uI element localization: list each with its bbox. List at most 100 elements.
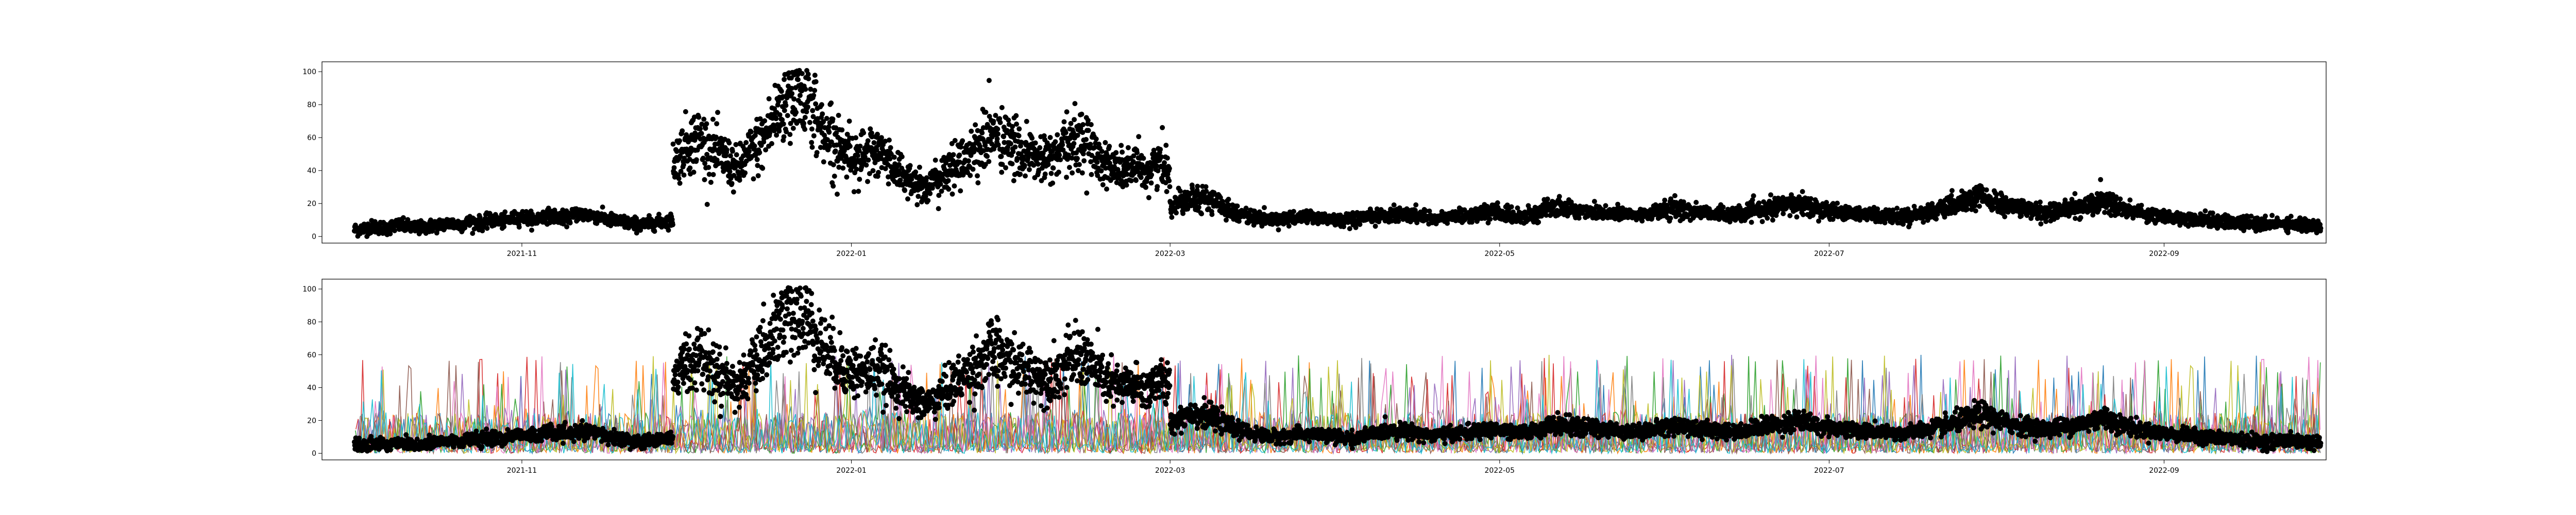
data-point xyxy=(1949,188,1955,194)
data-point xyxy=(710,172,716,177)
data-point xyxy=(946,186,952,192)
data-point xyxy=(1037,145,1043,150)
data-point xyxy=(1509,204,1514,210)
data-point xyxy=(670,141,676,147)
data-point xyxy=(1060,142,1065,148)
data-point xyxy=(724,147,730,152)
data-point xyxy=(795,77,801,82)
data-point xyxy=(865,138,871,144)
data-point xyxy=(826,129,832,135)
data-point xyxy=(986,78,992,83)
data-point xyxy=(704,151,710,157)
data-point xyxy=(1133,178,1139,183)
data-point xyxy=(769,141,774,146)
data-point xyxy=(1146,195,1151,200)
data-point xyxy=(727,169,733,175)
data-point xyxy=(700,156,706,161)
data-point xyxy=(1487,216,1493,222)
data-point xyxy=(1749,219,1754,225)
data-point xyxy=(1209,212,1215,217)
data-point xyxy=(950,191,955,197)
data-point xyxy=(696,114,702,120)
data-point xyxy=(710,116,716,122)
data-point xyxy=(856,188,861,194)
data-point xyxy=(1800,212,1806,217)
data-point xyxy=(698,126,703,132)
data-point xyxy=(1603,203,1608,209)
data-point xyxy=(853,135,859,141)
data-point xyxy=(865,179,870,184)
data-point xyxy=(1081,158,1087,164)
data-point xyxy=(925,198,931,203)
data-point xyxy=(1576,215,1582,221)
data-point xyxy=(1672,193,1677,198)
data-point xyxy=(802,127,808,132)
data-point xyxy=(484,226,490,231)
data-point xyxy=(997,119,1003,125)
data-point xyxy=(897,177,903,183)
data-point xyxy=(876,169,881,175)
data-point xyxy=(671,165,677,170)
data-point xyxy=(814,150,820,156)
data-point xyxy=(1226,197,1231,202)
data-point xyxy=(704,201,710,207)
data-point xyxy=(778,89,784,94)
data-point xyxy=(400,215,406,220)
data-point xyxy=(1023,173,1028,179)
data-point xyxy=(701,116,707,122)
data-point xyxy=(1068,121,1074,126)
data-point xyxy=(1155,184,1160,190)
data-point xyxy=(706,171,712,177)
data-point xyxy=(1196,204,1201,210)
data-point xyxy=(861,130,867,135)
data-point xyxy=(704,121,709,127)
data-point xyxy=(1016,133,1022,139)
data-point xyxy=(791,96,797,102)
data-point xyxy=(847,144,853,149)
data-point xyxy=(1964,207,1970,212)
data-point xyxy=(520,209,526,214)
data-point xyxy=(1128,178,1134,183)
data-point xyxy=(1064,175,1069,180)
data-point xyxy=(1010,149,1016,154)
data-point xyxy=(878,135,884,141)
data-point xyxy=(863,162,869,168)
data-point xyxy=(1099,149,1105,154)
data-point xyxy=(1053,139,1058,145)
data-point xyxy=(1236,218,1242,224)
data-point xyxy=(1693,200,1699,205)
data-point xyxy=(1076,162,1082,167)
data-point xyxy=(1050,165,1056,171)
data-point xyxy=(840,165,846,171)
data-point xyxy=(1391,202,1397,208)
data-point xyxy=(1291,209,1296,214)
data-point xyxy=(810,108,816,113)
data-point xyxy=(1973,208,1978,214)
data-point xyxy=(1800,189,1805,194)
data-point xyxy=(1013,113,1019,118)
data-point xyxy=(1164,189,1170,194)
data-point xyxy=(600,204,605,210)
data-point xyxy=(1720,204,1726,210)
data-point xyxy=(1770,217,1775,223)
data-point xyxy=(844,174,850,180)
data-point xyxy=(958,188,963,194)
data-point xyxy=(781,134,787,140)
data-point xyxy=(1088,122,1094,127)
data-point xyxy=(1080,151,1086,157)
data-point xyxy=(387,231,393,236)
data-point xyxy=(1042,171,1048,177)
data-point xyxy=(1075,156,1080,161)
data-point xyxy=(973,122,978,128)
data-point xyxy=(836,113,841,118)
data-point xyxy=(2038,221,2044,227)
data-point xyxy=(733,142,739,147)
data-point xyxy=(1079,111,1084,117)
data-point xyxy=(1011,178,1016,183)
data-point xyxy=(674,149,680,154)
data-point xyxy=(702,161,708,166)
data-point xyxy=(1808,196,1814,201)
data-point xyxy=(999,169,1005,175)
data-point xyxy=(809,140,815,145)
